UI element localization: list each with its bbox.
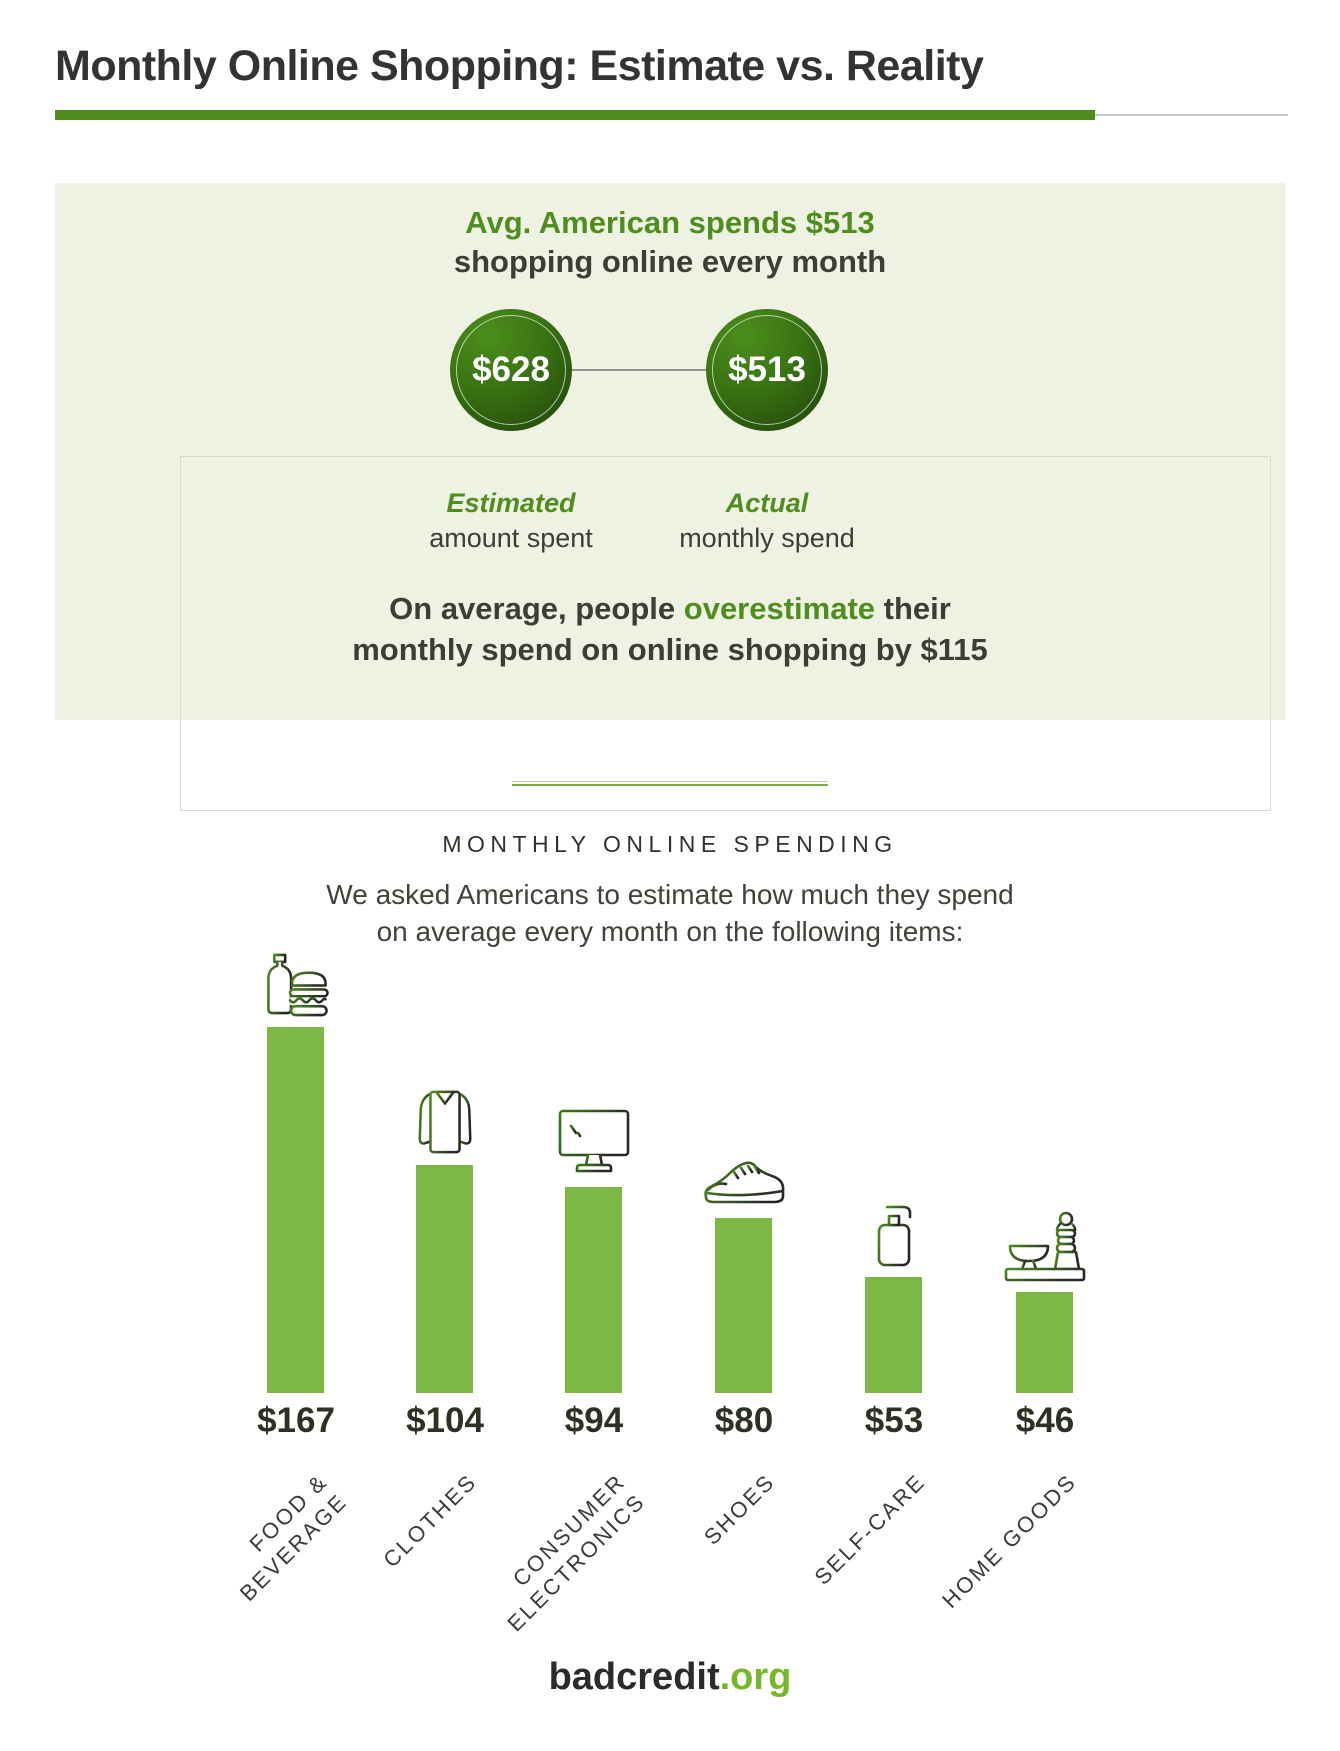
- bar-food-beverage: [267, 1027, 324, 1393]
- consumer-electronics-icon: [556, 1107, 632, 1179]
- bar-consumer-electronics: [565, 1187, 622, 1393]
- bar-home-goods: [1016, 1292, 1073, 1393]
- conclusion-line-1: On average, people overestimate their: [389, 591, 951, 626]
- circle-connector-line: [572, 369, 706, 371]
- bar-category-shoes: SHOES: [699, 1468, 781, 1550]
- estimated-amount-circle: $628: [450, 309, 572, 431]
- food-beverage-icon: [262, 952, 329, 1019]
- page-title: Monthly Online Shopping: Estimate vs. Re…: [55, 42, 984, 90]
- clothes-icon: [412, 1087, 478, 1157]
- chart-title: MONTHLY ONLINE SPENDING: [442, 831, 898, 857]
- bar-value-self-care: $53: [864, 1401, 924, 1440]
- title-underline: [55, 110, 1095, 120]
- bar-value-food-beverage: $167: [257, 1401, 335, 1440]
- actual-amount-value: $513: [728, 350, 806, 389]
- bar-value-shoes: $80: [714, 1401, 774, 1440]
- conclusion-line-2: monthly spend on online shopping by $115: [352, 632, 988, 667]
- bar-value-consumer-electronics: $94: [564, 1401, 624, 1440]
- chart-subtitle: We asked Americans to estimate how much …: [326, 879, 1014, 947]
- actual-circle-label: Actual monthly spend: [679, 488, 855, 553]
- bar-category-food-beverage: FOOD & BEVERAGE: [234, 1468, 353, 1606]
- estimated-amount-value: $628: [472, 350, 550, 389]
- bar-shoes: [715, 1218, 772, 1393]
- bar-category-consumer-electronics: CONSUMER ELECTRONICS: [502, 1468, 651, 1637]
- summary-frame: [180, 456, 1271, 811]
- bar-clothes: [416, 1165, 473, 1393]
- headline-dark-line: shopping online every month: [453, 244, 887, 279]
- bar-category-clothes: CLOTHES: [377, 1468, 482, 1573]
- shoes-icon: [700, 1150, 788, 1210]
- headline-green-line: Avg. American spends $513: [465, 205, 875, 240]
- footer-brand: badcredit: [548, 1656, 720, 1698]
- estimated-circle-label: Estimated amount spent: [429, 488, 593, 553]
- footer-tld: .org: [719, 1656, 792, 1698]
- footer-logo: badcredit.org: [0, 1656, 1340, 1699]
- section-divider: [512, 781, 828, 786]
- bar-value-clothes: $104: [406, 1401, 484, 1440]
- bar-self-care: [865, 1277, 922, 1393]
- self-care-icon: [865, 1199, 923, 1269]
- bar-category-home-goods: HOME GOODS: [937, 1468, 1082, 1613]
- summary-headline: Avg. American spends $513 shopping onlin…: [417, 203, 923, 281]
- bar-value-home-goods: $46: [1015, 1401, 1075, 1440]
- bar-category-self-care: SELF-CARE: [809, 1468, 931, 1590]
- title-underline-extension: [1095, 114, 1288, 116]
- home-goods-icon: [1003, 1208, 1087, 1284]
- actual-amount-circle: $513: [706, 309, 828, 431]
- summary-conclusion: On average, people overestimate their mo…: [316, 588, 1024, 670]
